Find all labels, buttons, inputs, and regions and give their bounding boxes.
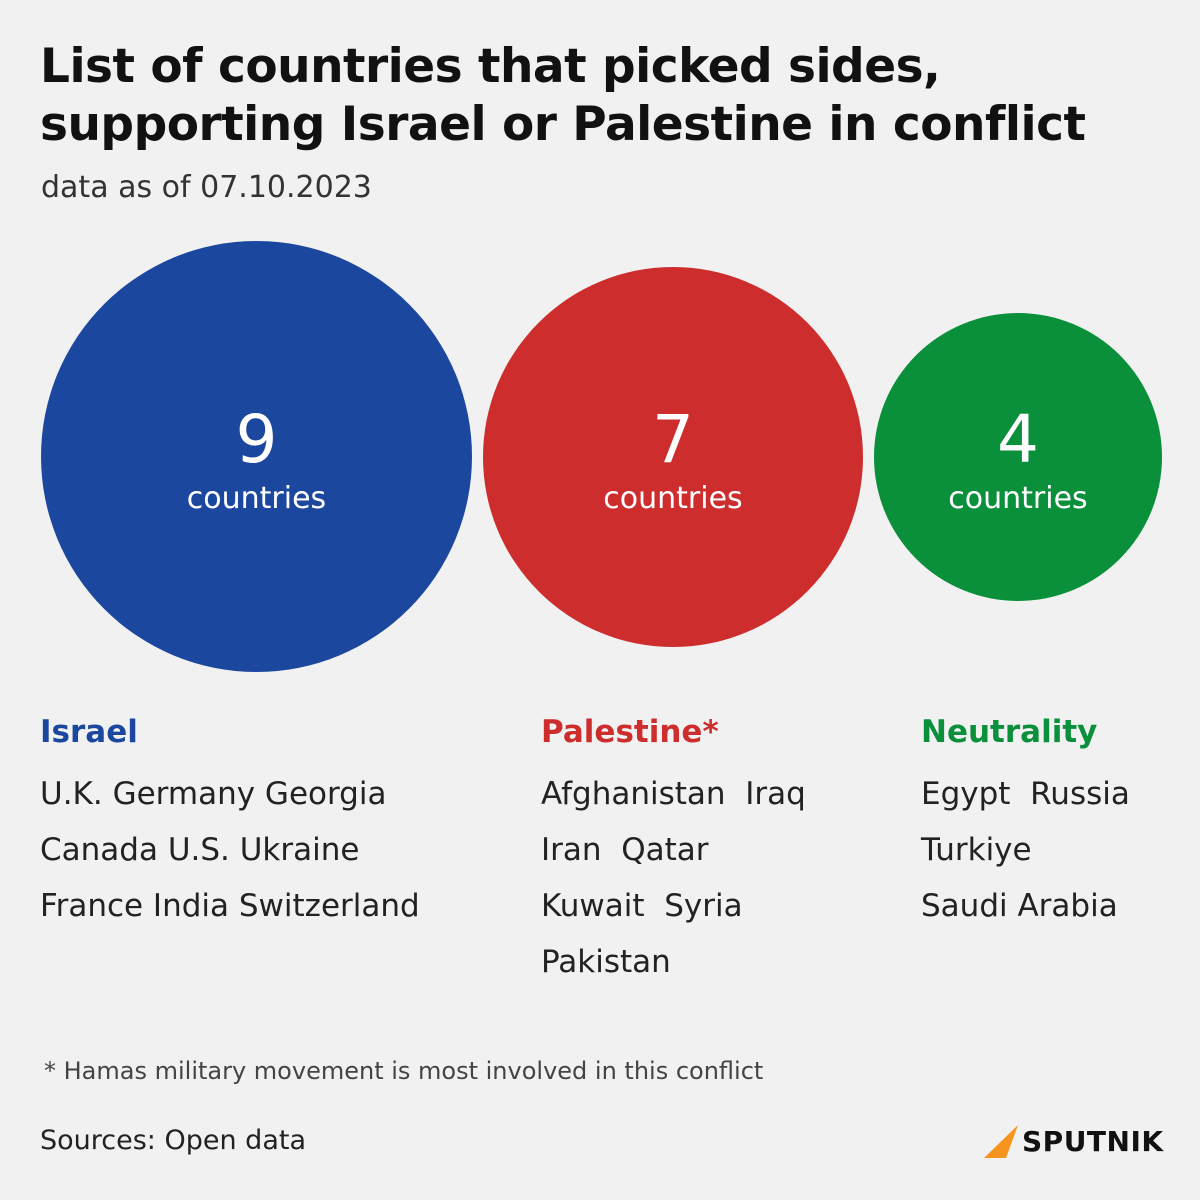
- palestine-bubble: 7 countries: [483, 267, 863, 647]
- neutrality-unit: countries: [948, 481, 1088, 516]
- sputnik-logo: SPUTNIK: [982, 1121, 1164, 1161]
- subtitle: data as of 07.10.2023: [41, 170, 372, 205]
- palestine-column: Palestine* Afghanistan Iraq Iran Qatar K…: [541, 712, 806, 990]
- palestine-heading: Palestine*: [541, 714, 719, 750]
- israel-unit: countries: [186, 480, 327, 516]
- neutrality-bubble: 4 countries: [874, 313, 1162, 601]
- sputnik-logo-icon: [984, 1125, 1018, 1158]
- israel-column: Israel U.K. Germany Georgia Canada U.S. …: [40, 712, 420, 934]
- israel-heading: Israel: [40, 714, 138, 750]
- palestine-row: Kuwait Syria: [541, 888, 743, 924]
- page-title: List of countries that picked sides, sup…: [40, 38, 1170, 154]
- title-line-2: supporting Israel or Palestine in confli…: [40, 97, 1086, 152]
- israel-row: Canada U.S. Ukraine: [40, 832, 360, 868]
- neutrality-heading: Neutrality: [921, 714, 1098, 750]
- palestine-row: Afghanistan Iraq: [541, 776, 806, 812]
- footnote: * Hamas military movement is most involv…: [44, 1057, 764, 1085]
- sputnik-wordmark: SPUTNIK: [1022, 1124, 1164, 1158]
- palestine-count: 7: [652, 401, 694, 478]
- palestine-row: Iran Qatar: [541, 832, 709, 868]
- israel-bubble: 9 countries: [41, 241, 472, 672]
- neutrality-row: Saudi Arabia: [921, 888, 1118, 924]
- neutrality-column: Neutrality Egypt Russia Turkiye Saudi Ar…: [921, 712, 1130, 934]
- palestine-row: Pakistan: [541, 944, 671, 980]
- palestine-unit: countries: [603, 481, 743, 516]
- neutrality-row: Turkiye: [921, 832, 1032, 868]
- israel-row: France India Switzerland: [40, 888, 420, 924]
- title-line-1: List of countries that picked sides,: [40, 39, 941, 94]
- neutrality-count: 4: [997, 401, 1039, 478]
- neutrality-row: Egypt Russia: [921, 776, 1130, 812]
- sources-note: Sources: Open data: [40, 1125, 306, 1156]
- israel-row: U.K. Germany Georgia: [40, 776, 387, 812]
- israel-count: 9: [235, 400, 278, 478]
